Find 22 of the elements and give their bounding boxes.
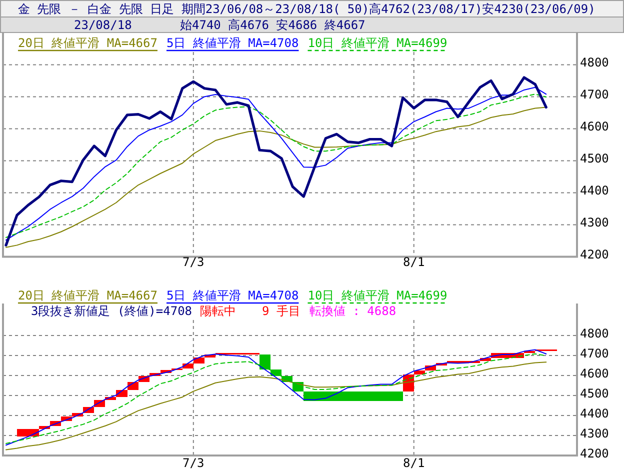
y-tick-label: 4600 (580, 366, 609, 380)
y-tick-label: 4400 (580, 184, 609, 198)
text: 10日 終値平滑 MA=4699 (308, 36, 448, 50)
y-tick-label: 4600 (580, 120, 609, 134)
y-tick-label: 4300 (580, 216, 609, 230)
y-tick-label: 4700 (580, 346, 609, 360)
y-tick-label: 4500 (580, 152, 609, 166)
chart-subtitle: 23/08/18 (74, 18, 132, 32)
chart-title: 金 先限 － 白金 先限 日足 期間23/06/08～23/08/18( 50)高4762(23/08/17)安4230(23/06/09) (18, 2, 596, 16)
y-tick-label: 4300 (580, 426, 609, 440)
text: 5日 終値平滑 MA=4708 (166, 36, 299, 50)
text: 20日 終値平滑 MA=4667 (18, 36, 158, 50)
y-tick-label: 4500 (580, 386, 609, 400)
y-tick-label: 4700 (580, 88, 609, 102)
y-tick-label: 4200 (580, 446, 609, 460)
x-tick-label: 8/1 (403, 255, 425, 269)
y-tick-label: 4200 (580, 248, 609, 262)
y-tick-label: 4800 (580, 56, 609, 70)
text: 始4740 高4676 安4686 終4667 (180, 18, 366, 32)
y-tick-label: 4400 (580, 406, 609, 420)
x-tick-label: 7/3 (182, 255, 204, 269)
y-tick-label: 4800 (580, 326, 609, 340)
